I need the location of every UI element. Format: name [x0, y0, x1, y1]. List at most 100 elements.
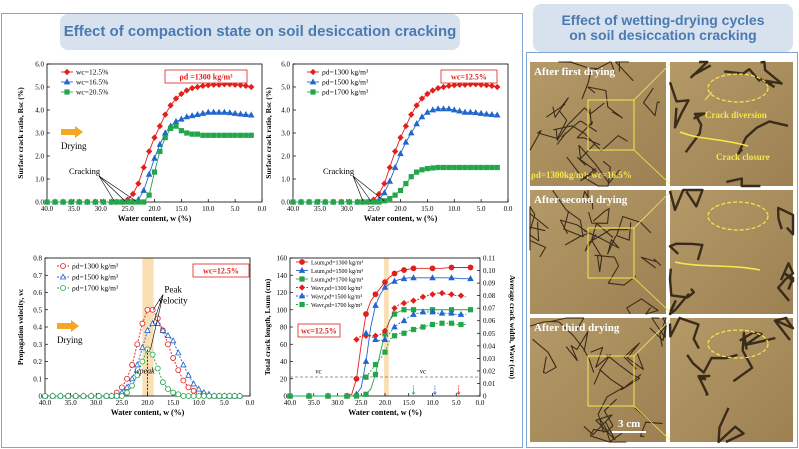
y-tick-label: 0.6: [33, 289, 42, 297]
data-point: [372, 371, 379, 378]
y-tick-label: 60: [280, 341, 288, 349]
data-point: [237, 81, 244, 89]
data-point: [175, 391, 182, 398]
data-point: [170, 389, 177, 396]
x-tick-label: 15.0: [403, 399, 416, 407]
data-point: [365, 199, 371, 205]
data-point: [231, 81, 239, 88]
legend-marker: [299, 276, 305, 282]
cracking-pointer: [352, 175, 385, 202]
y2-tick-label: 0.03: [483, 355, 496, 363]
data-point: [362, 357, 370, 364]
data-point: [467, 307, 474, 313]
data-point: [494, 164, 500, 171]
data-point: [175, 367, 182, 374]
data-point: [429, 308, 436, 315]
data-point: [216, 132, 222, 138]
data-point: [195, 385, 203, 392]
condition-box: [297, 323, 341, 338]
onset-arrowhead: [432, 392, 437, 395]
data-point: [178, 115, 185, 122]
data-point: [215, 81, 223, 88]
condition-box: [164, 69, 248, 84]
x-tick-label: 25.0: [368, 205, 381, 213]
x-axis-label: Water content, w (%): [364, 214, 438, 223]
data-point: [76, 199, 82, 205]
chart-crack-ratio-density: 40.0 35.0 30.0 25.0 20.0 15.0 10.0 5.0 0.0 0.0 1.0…: [264, 61, 513, 224]
y-tick-label: 2.0: [35, 153, 44, 161]
legend-marker: [63, 68, 71, 76]
data-point: [211, 393, 218, 399]
data-point: [248, 83, 255, 91]
photo-first-drying: [530, 62, 666, 186]
x-tick-label: 30.0: [331, 399, 344, 407]
data-point: [129, 190, 137, 198]
data-point: [402, 122, 410, 130]
data-point: [172, 95, 180, 102]
data-point: [108, 199, 115, 205]
data-point: [434, 84, 442, 92]
data-point: [159, 326, 167, 333]
data-point: [194, 83, 201, 91]
legend-label: ρd=1500 kg/m³: [322, 78, 369, 87]
data-point: [211, 132, 217, 138]
x-tick-label: 25.0: [355, 399, 368, 407]
series-line: [293, 83, 498, 203]
y-tick-label: 2.0: [281, 153, 290, 161]
data-point: [242, 110, 250, 117]
label-condition: ρd=1300kg/m³; wc=16.5%: [531, 170, 632, 180]
y-tick-label: 4.0: [281, 107, 290, 115]
data-point: [180, 393, 187, 399]
data-point: [372, 301, 379, 308]
data-point: [232, 132, 238, 138]
vc-label-left: vc: [315, 368, 322, 376]
x-tick-label: 5.0: [231, 205, 240, 213]
data-point: [413, 120, 420, 127]
data-point: [199, 82, 207, 90]
onset-arrowhead: [456, 392, 461, 395]
data-point: [457, 164, 463, 171]
data-point: [493, 111, 501, 118]
data-point: [435, 164, 441, 171]
y-tick-label: 0.7: [33, 272, 42, 280]
series-line: [293, 108, 498, 203]
data-point: [346, 199, 353, 205]
y2-tick-label: 0: [483, 393, 487, 401]
legend-marker: [298, 266, 306, 273]
data-point: [129, 362, 136, 368]
data-point: [467, 275, 474, 282]
data-point: [391, 323, 398, 330]
data-point: [123, 383, 131, 390]
label-third-drying: After third drying: [534, 322, 620, 334]
data-point: [298, 199, 304, 205]
y-tick-label: 0.0: [281, 199, 290, 207]
data-point: [144, 306, 151, 313]
legend-label: Wavr,ρd=1700 kg/m³: [311, 303, 362, 309]
x-tick-label: 25.0: [116, 399, 129, 407]
data-point: [204, 108, 212, 115]
data-point: [403, 181, 409, 187]
data-point: [410, 310, 417, 317]
data-point: [65, 393, 71, 399]
data-point: [108, 393, 115, 399]
data-point: [429, 321, 436, 328]
y-tick-label: 0.0: [35, 199, 44, 207]
data-point: [410, 274, 417, 281]
y-tick-label: 4.0: [35, 107, 44, 115]
data-point: [386, 177, 394, 184]
cracking-label: Cracking: [323, 166, 355, 176]
photo-second-drying: [530, 190, 666, 314]
y-tick-label: 0.1: [33, 375, 42, 383]
legend-marker: [299, 301, 305, 308]
y-tick-label: 0.5: [33, 306, 42, 314]
x-tick-label: 40.0: [284, 399, 297, 407]
x-tick-label: 10.0: [202, 205, 215, 213]
y-axis-label: Surface crack ratio, Rsc (%): [264, 87, 273, 179]
y-tick-label: 120: [277, 289, 288, 297]
y-axis-label: Surface crack ratio, Rsc (%): [16, 87, 25, 179]
data-point: [174, 349, 182, 356]
data-point: [330, 199, 336, 205]
data-point: [221, 132, 227, 138]
legend-label: Lsum,ρd=1500 kg/m³: [311, 269, 363, 275]
legend-label: ρd=1700 kg/m³: [72, 284, 119, 293]
